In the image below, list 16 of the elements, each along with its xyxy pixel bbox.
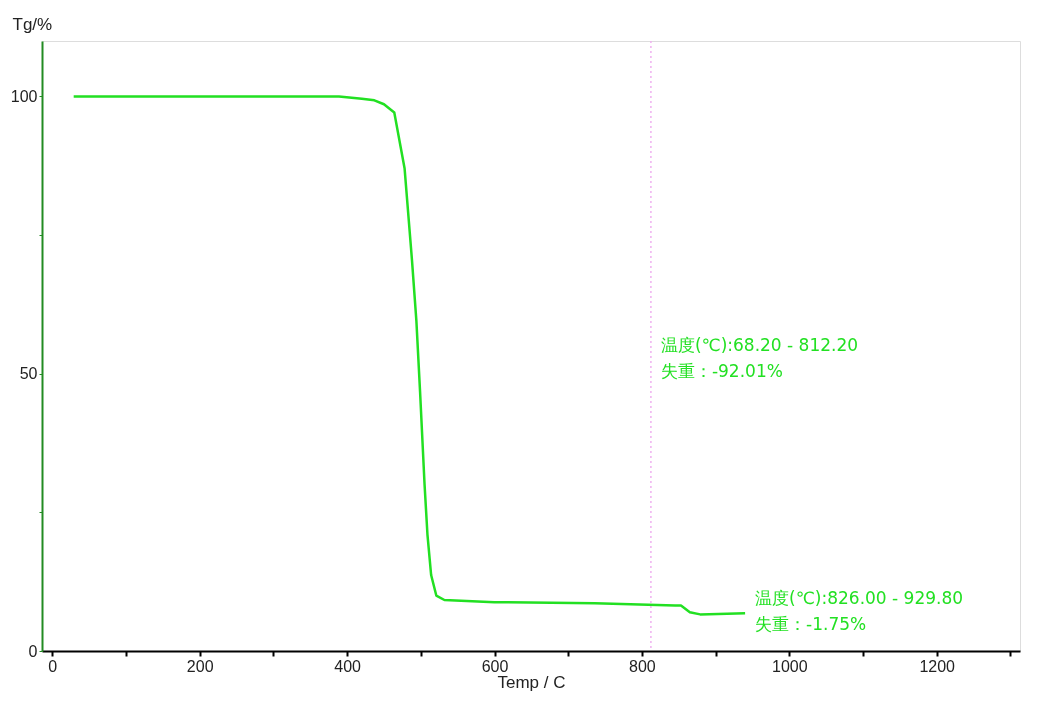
x-tick-label: 200 <box>186 657 214 675</box>
y-axis-title: Tg/% <box>12 14 53 34</box>
x-tick-label: 600 <box>481 657 509 675</box>
x-tick-label: 0 <box>48 657 58 675</box>
x-tick-label: 800 <box>629 657 656 675</box>
x-tick-label: 1000 <box>772 657 808 675</box>
x-tick-label: 1200 <box>919 657 956 675</box>
y-tick-label: 100 <box>10 87 38 105</box>
annotation: 温度(℃):68.20 - 812.20 <box>660 335 859 355</box>
x-axis-title: Temp / C <box>497 672 566 692</box>
annotation: 失重：-92.01% <box>660 361 783 381</box>
x-tick-label: 400 <box>334 657 362 675</box>
annotation: 温度(℃):826.00 - 929.80 <box>755 588 964 609</box>
y-tick-label: 0 <box>28 642 38 660</box>
annotation: 失重：-1.75% <box>755 614 867 635</box>
y-tick-label: 50 <box>19 365 38 383</box>
